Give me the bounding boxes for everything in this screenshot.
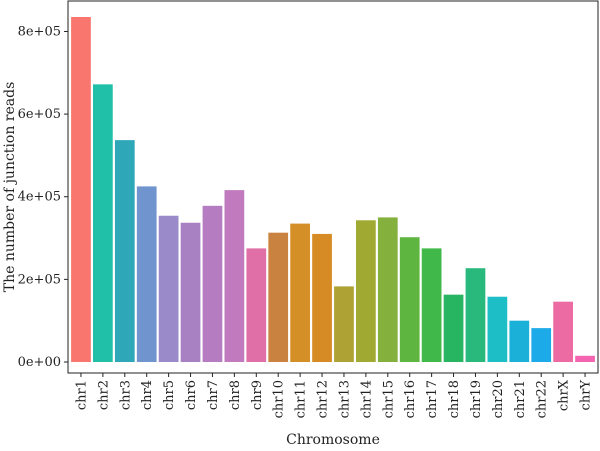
x-tick-label: chr10: [272, 380, 287, 418]
x-tick-label: chr11: [294, 380, 309, 418]
panel-border: [67, 0, 599, 374]
bar-chr3: [114, 140, 135, 362]
bar-chr11: [290, 223, 310, 362]
y-axis: 0e+00 2e+05 4e+05 6e+05 8e+05: [18, 24, 68, 370]
bar-chr15: [377, 217, 398, 362]
bar-chr1: [71, 17, 91, 362]
y-tick-label: 8e+05: [18, 24, 61, 39]
bar-chr12: [312, 233, 332, 362]
bar-chr10: [268, 232, 289, 362]
x-tick-label: chr12: [316, 380, 331, 418]
bar-chr18: [443, 294, 464, 362]
y-tick-label: 4e+05: [18, 190, 61, 205]
bar-chr17: [421, 248, 442, 362]
x-tick-label: chrY: [579, 380, 594, 411]
bar-chr13: [334, 286, 354, 362]
bar-chr6: [180, 222, 201, 362]
y-tick-label: 6e+05: [18, 107, 61, 122]
bar-chr14: [356, 220, 376, 362]
x-axis-title: Chromosome: [286, 432, 380, 448]
x-tick-label: chr3: [118, 380, 133, 410]
bar-chr4: [136, 186, 157, 362]
x-tick-label: chr6: [184, 380, 199, 410]
bar-chr16: [399, 237, 420, 362]
bars-group: [71, 17, 595, 362]
x-tick-label: chr19: [469, 380, 484, 418]
x-axis: chr1 chr2 chr3 chr4 chr5 chr6 chr7 chr8 chr9 chr1…: [74, 373, 594, 418]
y-tick-label: 2e+05: [18, 272, 61, 287]
bar-chr20: [487, 296, 508, 362]
bar-chr8: [224, 190, 245, 362]
x-tick-label: chrX: [557, 379, 572, 411]
x-tick-label: chr7: [206, 380, 221, 410]
y-tick-label: 0e+00: [18, 355, 61, 370]
bar-chrX: [553, 301, 573, 362]
bar-chr9: [246, 248, 267, 362]
bar-chrY: [575, 355, 595, 362]
x-tick-label: chr5: [162, 380, 177, 410]
x-tick-label: chr20: [491, 380, 506, 418]
bar-chr19: [465, 268, 486, 362]
x-tick-label: chr17: [425, 380, 440, 418]
x-tick-label: chr14: [359, 380, 374, 418]
bar-chr21: [509, 320, 530, 362]
x-tick-label: chr4: [140, 380, 155, 410]
x-tick-label: chr18: [447, 380, 462, 418]
x-tick-label: chr22: [535, 380, 550, 418]
x-tick-label: chr13: [337, 380, 352, 418]
x-tick-label: chr8: [228, 380, 243, 410]
x-tick-label: chr15: [381, 380, 396, 418]
y-axis-title: The number of junction reads: [2, 82, 18, 293]
bar-chr5: [158, 215, 179, 362]
x-tick-label: chr2: [96, 380, 111, 410]
x-tick-label: chr1: [74, 380, 89, 410]
bar-chr22: [531, 328, 552, 362]
bar-chr7: [202, 205, 223, 362]
bar-chr2: [93, 84, 113, 362]
x-tick-label: chr16: [403, 380, 418, 418]
x-tick-label: chr9: [250, 380, 265, 410]
x-tick-label: chr21: [513, 380, 528, 418]
